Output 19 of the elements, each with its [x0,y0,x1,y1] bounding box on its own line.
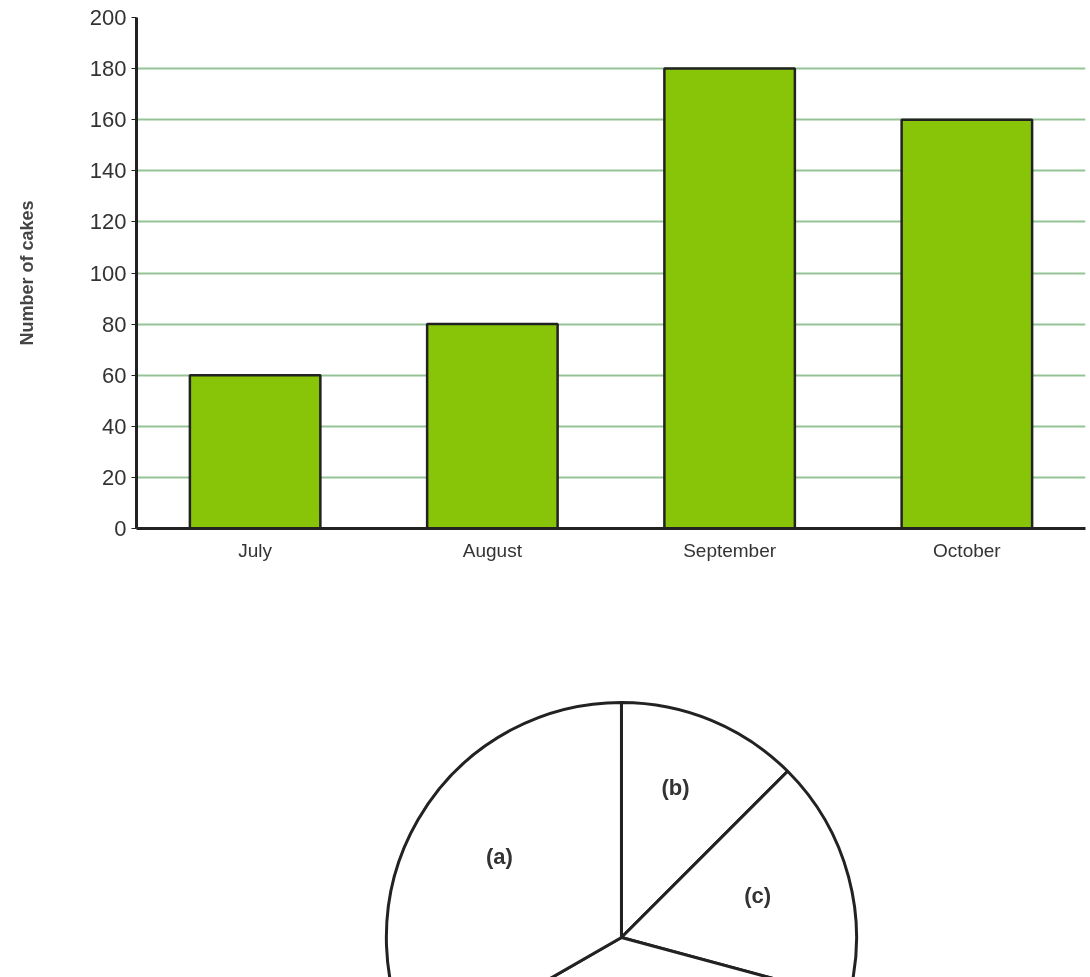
y-tick-label: 120 [89,209,127,235]
y-tick-label: 180 [89,56,127,82]
x-tick-label: October [933,539,1002,561]
y-tick-label: 160 [89,107,127,133]
y-tick-label: 0 [114,516,127,541]
y-axis-title: Number of cakes [16,200,37,346]
y-tick-label: 200 [89,5,127,30]
x-tick-label: September [683,539,777,561]
y-tick-label: 60 [102,362,127,388]
x-tick-label: August [462,539,523,561]
slice-label: (b) [661,775,690,801]
y-tick-label: 40 [102,413,127,439]
y-tick-label: 80 [102,311,127,337]
y-tick-label: 140 [89,158,127,184]
y-tick-label: 100 [89,260,127,286]
y-tick-label: 20 [102,464,127,490]
slice-label: (a) [485,843,513,869]
x-tick-label: July [238,539,273,561]
slice-label: (c) [744,883,772,909]
